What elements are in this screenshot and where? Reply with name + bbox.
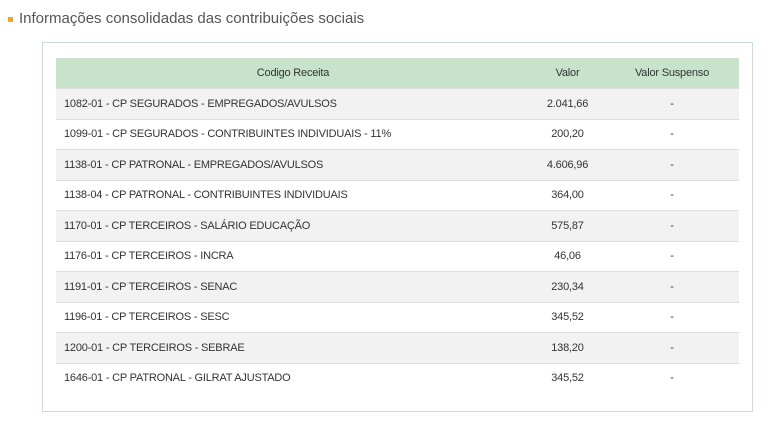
table-cell: - [605,179,739,211]
table-cell: - [605,332,739,363]
table-row: 1138-01 - CP PATRONAL - EMPREGADOS/AVULS… [56,149,739,180]
table: Codigo Receita Valor Valor Suspenso 1082-0… [56,58,739,393]
table-cell: - [605,88,739,119]
table-cell: 4.606,96 [530,149,605,180]
column-header: Codigo Receita [56,58,530,89]
table-cell: 138,20 [530,332,605,363]
table-row: 1170-01 - CP TERCEIROS - SALÁRIO EDUCAÇÃ… [56,210,739,241]
table-panel: Codigo Receita Valor Valor Suspenso 1082-0… [42,42,753,412]
table-row: 1138-04 - CP PATRONAL - CONTRIBUINTES IN… [56,179,739,211]
table-row: 1099-01 - CP SEGURADOS - CONTRIBUINTES I… [56,118,739,150]
table-cell: 1138-04 - CP PATRONAL - CONTRIBUINTES IN… [56,179,530,211]
table-cell: 1646-01 - CP PATRONAL - GILRAT AJUSTADO [56,362,530,393]
table-cell: - [605,118,739,150]
table-cell: 2.041,66 [530,88,605,119]
table-row: 1082-01 - CP SEGURADOS - EMPREGADOS/AVUL… [56,88,739,119]
section-title: Informações consolidadas das contribuiçõ… [19,10,365,27]
table-cell: 1196-01 - CP TERCEIROS - SESC [56,301,530,333]
table-row: 1191-01 - CP TERCEIROS - SENAC 230,34- [56,271,739,302]
table-cell: 200,20 [530,118,605,150]
table-body: 1082-01 - CP SEGURADOS - EMPREGADOS/AVUL… [56,88,739,393]
table-cell: 1191-01 - CP TERCEIROS - SENAC [56,271,530,302]
table-row: 1200-01 - CP TERCEIROS - SEBRAE 138,20- [56,332,739,363]
table-cell: - [605,301,739,333]
table-cell: 575,87 [530,210,605,241]
table-cell: 1176-01 - CP TERCEIROS - INCRA [56,240,530,272]
table-cell: 345,52 [530,301,605,333]
bullet [8,17,13,22]
table-cell: 1082-01 - CP SEGURADOS - EMPREGADOS/AVUL… [56,88,530,119]
table-cell: - [605,149,739,180]
table-row: 1176-01 - CP TERCEIROS - INCRA 46,06- [56,240,739,272]
header-row: Codigo Receita Valor Valor Suspenso [56,58,739,89]
table-cell: 1200-01 - CP TERCEIROS - SEBRAE [56,332,530,363]
table-row: 1196-01 - CP TERCEIROS - SESC 345,52- [56,301,739,333]
table-cell: 46,06 [530,240,605,272]
table-cell: 230,34 [530,271,605,302]
table-cell: - [605,240,739,272]
column-header: Valor Suspenso [605,58,739,89]
table-cell: 1170-01 - CP TERCEIROS - SALÁRIO EDUCAÇÃ… [56,210,530,241]
table-cell: 1138-01 - CP PATRONAL - EMPREGADOS/AVULS… [56,149,530,180]
table-cell: - [605,271,739,302]
table-cell: - [605,210,739,241]
column-header: Valor [530,58,605,89]
table-cell: 1099-01 - CP SEGURADOS - CONTRIBUINTES I… [56,118,530,150]
table-row: 1646-01 - CP PATRONAL - GILRAT AJUSTADO 3… [56,362,739,393]
table-cell: 364,00 [530,179,605,211]
table-cell: - [605,362,739,393]
table-cell: 345,52 [530,362,605,393]
